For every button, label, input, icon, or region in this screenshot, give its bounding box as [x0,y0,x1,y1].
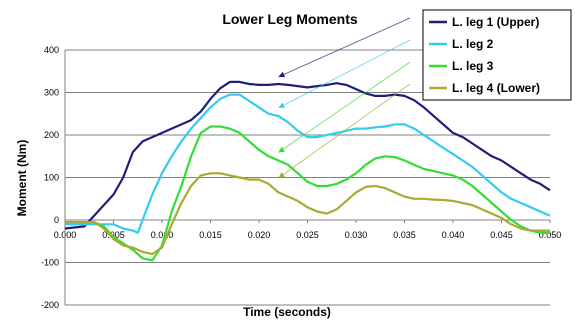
y-tick-label: -100 [41,258,59,268]
x-tick-label: 0.050 [539,230,562,240]
series-line-1 [64,80,551,230]
x-tick-label: 0.040 [442,230,465,240]
x-tick-label: 0.005 [102,230,125,240]
x-tick-label: 0.010 [151,230,174,240]
leader-arrow-1 [278,71,286,78]
legend: L. leg 1 (Upper) L. leg 2 L. leg 3 L. leg 4… [422,9,572,101]
legend-label-1: L. leg 1 (Upper) [452,15,539,29]
x-tick-label: 0.020 [248,230,271,240]
legend-label-3: L. leg 3 [452,59,494,73]
leader-line-2 [278,39,411,109]
series-line-2 [65,93,551,234]
y-tick-label: 100 [44,173,59,183]
y-tick-label: 400 [44,45,59,55]
legend-box [422,9,572,101]
leader-line-4 [278,83,411,179]
leader-line-3 [278,61,411,153]
x-tick-label: 0.015 [199,230,222,240]
y-tick-label: 300 [44,88,59,98]
legend-label-4: L. leg 4 (Lower) [452,81,540,95]
y-tick-labels: -200 -100 0 100 200 300 400 [41,45,59,310]
leader-arrow-4 [278,172,285,178]
x-axis-label: Time (seconds) [243,305,331,319]
leader-arrow-3 [278,146,285,153]
series-line-4 [65,172,550,256]
y-axis-label: Moment (Nm) [15,140,29,217]
x-tick-label: 0.045 [490,230,513,240]
x-tick-label: 0.035 [393,230,416,240]
leader-line-1 [278,17,411,78]
leader-arrow-2 [278,102,286,108]
chart-title: Lower Leg Moments [222,11,358,27]
legend-label-2: L. leg 2 [452,37,494,51]
y-tick-label: -200 [41,300,59,310]
series-lines [64,17,551,262]
y-tick-label: 0 [54,215,59,225]
x-tick-label: 0.025 [296,230,319,240]
x-tick-label: 0.030 [345,230,368,240]
y-tick-label: 200 [44,130,59,140]
